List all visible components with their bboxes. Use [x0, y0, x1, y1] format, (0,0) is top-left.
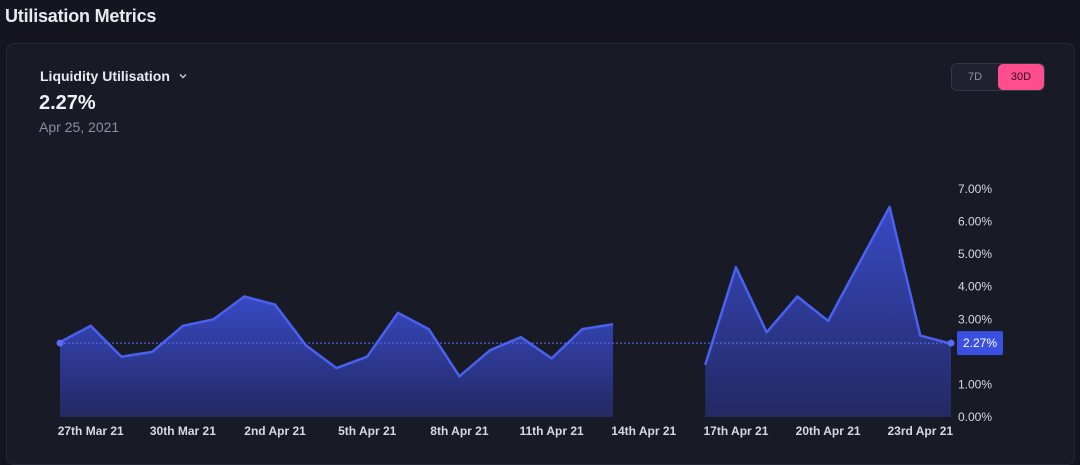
x-tick-label: 30th Mar 21: [150, 424, 216, 438]
metric-label: Liquidity Utilisation: [40, 68, 170, 84]
series-line-segment-1: [704, 205, 952, 366]
range-7d-button[interactable]: 7D: [967, 71, 983, 83]
series-area-segment-0: [60, 296, 613, 417]
range-30d-button[interactable]: 30D: [998, 64, 1044, 90]
y-tick-label: 3.00%: [958, 312, 992, 326]
x-tick-label: 11th Apr 21: [519, 424, 584, 438]
utilisation-chart: 2.27% 0.00% 1.00% 3.00% 4.00% 5.00% 6.00% 7.00%…: [56, 182, 1003, 438]
reference-dot-left: [56, 339, 64, 347]
series-line-segment-0: [59, 295, 614, 378]
x-tick-label: 17th Apr 21: [703, 424, 768, 438]
y-tick-label: 7.00%: [958, 182, 992, 196]
reference-dot-right: [947, 339, 955, 347]
y-tick-label: 1.00%: [958, 377, 992, 391]
page-title: Utilisation Metrics: [5, 6, 157, 26]
range-toggle: 7D 30D: [951, 63, 1045, 91]
x-tick-label: 27th Mar 21: [58, 424, 124, 438]
y-tick-label: 4.00%: [958, 280, 992, 294]
reference-label-bg: [957, 331, 1003, 356]
x-tick-label: 14th Apr 21: [611, 424, 676, 438]
series-area-segment-1: [705, 206, 951, 417]
metric-selector[interactable]: Liquidity Utilisation: [40, 68, 188, 84]
current-value: 2.27%: [39, 92, 96, 114]
y-tick-label: 0.00%: [958, 410, 992, 424]
x-tick-label: 5th Apr 21: [338, 424, 397, 438]
current-date: Apr 25, 2021: [39, 119, 120, 135]
y-tick-label: 6.00%: [958, 215, 992, 229]
x-tick-label: 20th Apr 21: [796, 424, 861, 438]
x-tick-label: 2nd Apr 21: [244, 424, 306, 438]
reference-label: 2.27%: [963, 336, 997, 350]
y-tick-label: 5.00%: [958, 247, 992, 261]
chevron-down-icon: [179, 74, 187, 79]
x-tick-label: 8th Apr 21: [430, 424, 489, 438]
x-tick-label: 23rd Apr 21: [887, 424, 953, 438]
